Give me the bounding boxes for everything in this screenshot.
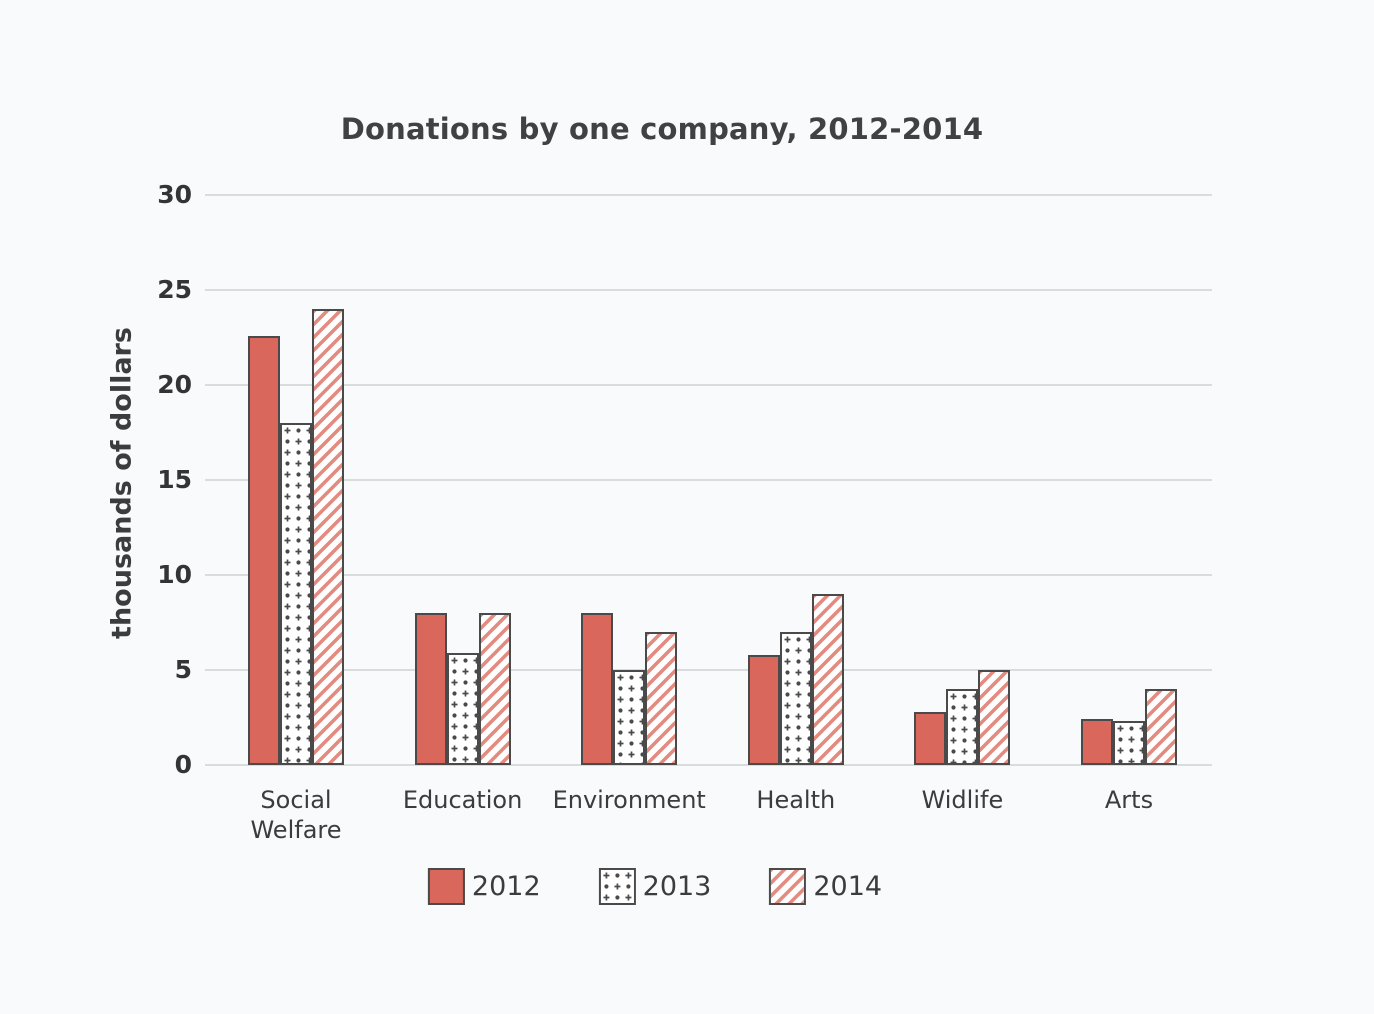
legend-swatch-2013 [598,868,636,905]
legend-swatch-2014 [769,868,807,905]
chart-title: Donations by one company, 2012-2014 [340,112,984,146]
bar-2014-widlife [978,670,1010,765]
bar-2014-health [812,594,844,765]
legend-label-2012: 2012 [471,871,541,902]
bar-2014-environment [645,632,677,765]
legend-item-2012: 2012 [427,868,541,905]
cross-dot-pattern-fill [600,870,634,903]
gridline-y-20 [205,384,1212,386]
diagonal-stripes-fill [647,634,675,763]
diagonal-stripes-fill [1147,691,1175,763]
bar-2012-education [415,613,447,765]
y-tick-label-0: 0 [174,750,192,779]
bar-2014-education [479,613,511,765]
x-category-label-social-welfare: Social Welfare [250,786,342,844]
y-tick-label-15: 15 [157,465,192,494]
legend: 2012 2013 2014 [427,868,882,905]
bar-2013-education [447,653,479,765]
cross-dot-pattern-fill [615,672,643,763]
x-category-label-widlife: Widlife [921,786,1004,814]
legend-item-2013: 2013 [598,868,712,905]
cross-dot-pattern-fill [1115,723,1143,763]
gridline-y-30 [205,194,1212,196]
bar-2012-social-welfare [248,336,280,765]
y-tick-label-20: 20 [157,370,192,399]
cross-dot-pattern-fill [782,634,810,763]
bar-2013-arts [1113,721,1145,765]
gridline-y-10 [205,574,1212,576]
gridline-y-15 [205,479,1212,481]
diagonal-stripes-fill [314,311,342,763]
y-tick-label-30: 30 [157,180,192,209]
bar-2012-widlife [914,712,946,765]
legend-label-2013: 2013 [642,871,712,902]
bar-2012-arts [1081,719,1113,765]
x-category-label-arts: Arts [1104,786,1154,814]
bar-2013-health [780,632,812,765]
bar-2013-environment [613,670,645,765]
x-category-label-environment: Environment [552,786,706,814]
diagonal-stripes-fill [771,870,805,903]
bar-2012-environment [581,613,613,765]
gridline-y-5 [205,669,1212,671]
bar-2013-widlife [946,689,978,765]
x-category-label-health: Health [756,786,836,814]
bar-2012-health [748,655,780,765]
bar-2014-arts [1145,689,1177,765]
y-tick-label-10: 10 [157,560,192,589]
diagonal-stripes-fill [980,672,1008,763]
bar-2014-social-welfare [312,309,344,765]
x-category-label-education: Education [402,786,523,814]
cross-dot-pattern-fill [449,655,477,763]
legend-label-2014: 2014 [813,871,883,902]
legend-swatch-2012 [427,868,465,905]
cross-dot-pattern-fill [282,425,310,763]
bar-2013-social-welfare [280,423,312,765]
cross-dot-pattern-fill [948,691,976,763]
gridline-y-0 [205,764,1212,766]
diagonal-stripes-fill [814,596,842,763]
legend-item-2014: 2014 [769,868,882,905]
diagonal-stripes-fill [481,615,509,763]
y-tick-label-25: 25 [157,275,192,304]
gridline-y-25 [205,289,1212,291]
y-tick-label-5: 5 [174,655,192,684]
